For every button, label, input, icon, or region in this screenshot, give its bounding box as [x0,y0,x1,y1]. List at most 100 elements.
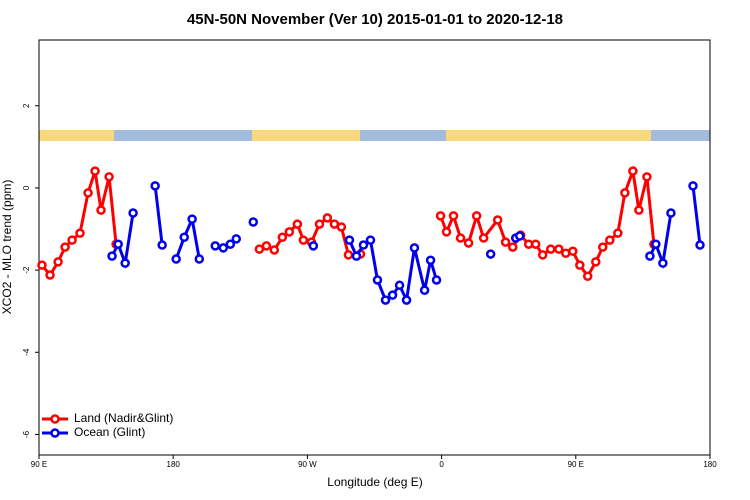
point [120,258,130,268]
point [435,211,446,221]
point [500,237,511,247]
point [261,241,272,251]
point [225,239,236,249]
legend-marker [50,428,60,438]
x-tick-label: 90 E [31,460,47,469]
point [269,245,280,255]
point [372,275,383,285]
point [409,243,420,253]
point [613,228,623,238]
point [128,208,138,218]
x-tick-label: 180 [703,460,717,469]
point [104,172,114,182]
point [113,239,123,249]
legend-label: Land (Nadir&Glint) [74,411,173,425]
point [419,285,430,295]
point [651,239,661,249]
point [308,241,319,251]
point [194,254,205,264]
point [448,211,459,221]
point [507,242,518,252]
point [292,219,303,229]
point [107,251,117,261]
point [150,181,160,191]
point [530,239,541,249]
point [75,228,85,238]
y-tick-label: 0 [22,185,31,190]
x-axis-label: Longitude (deg E) [327,475,422,489]
point [314,219,325,229]
point [37,260,47,270]
point [277,232,288,242]
point [53,257,63,267]
point [537,250,548,260]
point [394,280,405,291]
point [387,290,398,300]
y-tick-label: -4 [22,348,31,356]
point [658,258,668,268]
point [591,257,601,267]
point [90,166,100,176]
point [688,181,698,191]
point [620,188,630,198]
legend-label: Ocean (Glint) [74,425,145,439]
point [634,205,644,215]
y-tick-label: 2 [22,103,31,108]
point [254,244,265,254]
point [248,217,259,227]
point [380,295,391,305]
point [695,240,705,250]
point [605,235,615,245]
series-line [40,165,656,280]
point [83,188,93,198]
point [514,231,525,241]
x-tick-label: 90 E [568,460,584,469]
point [645,251,655,261]
y-axis-label: XCO2 - MLO trend (ppm) [0,180,14,315]
point [284,227,295,237]
y-tick-label: -6 [22,430,31,438]
map-strip [39,130,710,141]
chart-title: 45N-50N November (Ver 10) 2015-01-01 to … [187,11,563,28]
point [471,211,482,221]
point [425,255,436,265]
point [642,172,652,182]
point [485,249,496,259]
point [478,233,489,243]
point [545,244,556,254]
point [441,227,452,237]
point [455,233,466,243]
point [96,205,106,215]
point [463,238,474,248]
point [365,235,376,245]
legend-marker [50,414,60,424]
point [322,213,333,223]
point [171,254,181,264]
point [358,240,369,250]
point [344,235,355,245]
point [179,232,189,242]
point [492,215,503,225]
point [218,243,229,253]
point [628,166,638,176]
y-tick-label: -2 [22,266,31,274]
point [231,234,242,244]
plot-frame [38,39,711,456]
point [343,250,354,260]
point [210,241,220,251]
x-tick-label: 90 W [298,460,317,469]
point [45,270,55,280]
point [157,240,167,250]
point [336,222,347,232]
x-tick-label: 0 [439,460,444,469]
point [575,260,585,270]
point [582,271,593,282]
point [351,251,362,261]
point [598,242,608,252]
point [401,295,412,305]
point [298,235,309,245]
point [60,242,70,252]
x-tick-label: 180 [167,460,181,469]
